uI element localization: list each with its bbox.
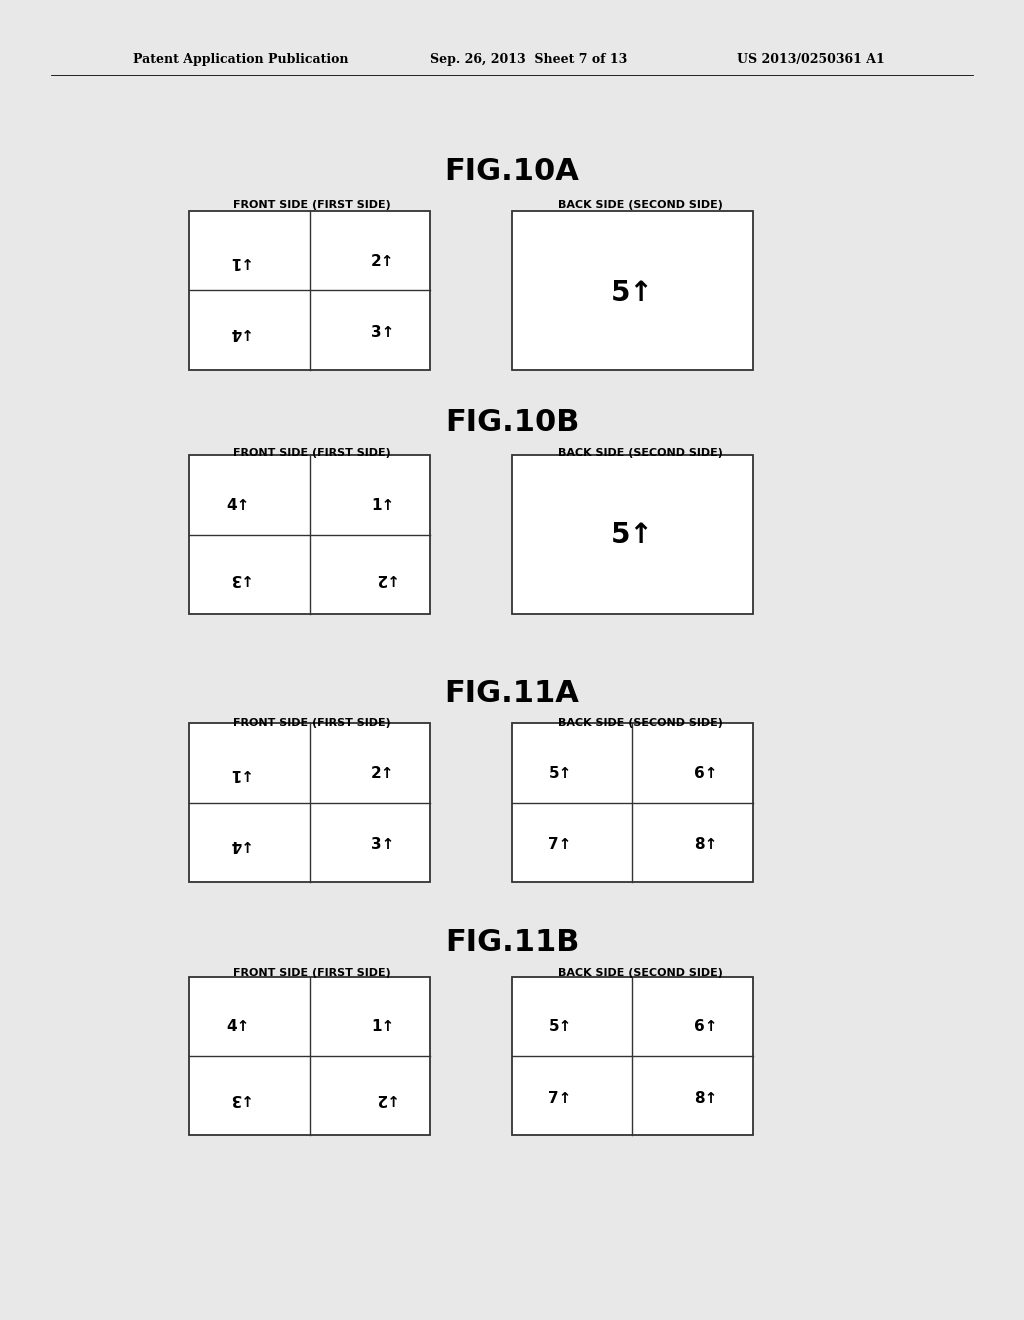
Bar bbox=[512, 211, 753, 370]
Text: BACK SIDE (SECOND SIDE): BACK SIDE (SECOND SIDE) bbox=[557, 968, 723, 978]
Text: 6↑: 6↑ bbox=[694, 1019, 717, 1035]
Text: ↓1: ↓1 bbox=[226, 253, 249, 269]
Text: ↓2: ↓2 bbox=[372, 1090, 394, 1106]
Text: FRONT SIDE (FIRST SIDE): FRONT SIDE (FIRST SIDE) bbox=[233, 199, 391, 210]
Text: 5↑: 5↑ bbox=[549, 766, 571, 781]
Text: FRONT SIDE (FIRST SIDE): FRONT SIDE (FIRST SIDE) bbox=[233, 718, 391, 729]
Text: 7↑: 7↑ bbox=[549, 837, 571, 853]
Bar bbox=[189, 455, 430, 614]
Text: Patent Application Publication: Patent Application Publication bbox=[133, 53, 348, 66]
Text: 1↑: 1↑ bbox=[372, 498, 394, 513]
Text: BACK SIDE (SECOND SIDE): BACK SIDE (SECOND SIDE) bbox=[557, 199, 723, 210]
Text: FRONT SIDE (FIRST SIDE): FRONT SIDE (FIRST SIDE) bbox=[233, 447, 391, 458]
Text: ↓2: ↓2 bbox=[372, 570, 394, 586]
Text: 2↑: 2↑ bbox=[372, 766, 394, 781]
Bar bbox=[189, 211, 430, 370]
Text: US 2013/0250361 A1: US 2013/0250361 A1 bbox=[737, 53, 885, 66]
Text: BACK SIDE (SECOND SIDE): BACK SIDE (SECOND SIDE) bbox=[557, 447, 723, 458]
Text: FRONT SIDE (FIRST SIDE): FRONT SIDE (FIRST SIDE) bbox=[233, 968, 391, 978]
Bar bbox=[512, 723, 753, 882]
Text: 8↑: 8↑ bbox=[694, 837, 717, 853]
Text: FIG.11A: FIG.11A bbox=[444, 678, 580, 708]
Text: FIG.10B: FIG.10B bbox=[444, 408, 580, 437]
Text: 3↑: 3↑ bbox=[372, 325, 394, 341]
Text: ↓4: ↓4 bbox=[226, 837, 249, 853]
Text: ↓4: ↓4 bbox=[226, 325, 249, 341]
Text: 8↑: 8↑ bbox=[694, 1090, 717, 1106]
Bar bbox=[512, 455, 753, 614]
Text: 2↑: 2↑ bbox=[372, 253, 394, 269]
Text: FIG.10A: FIG.10A bbox=[444, 157, 580, 186]
Text: ↓1: ↓1 bbox=[226, 766, 249, 781]
Text: 5↑: 5↑ bbox=[610, 520, 653, 549]
Text: 3↑: 3↑ bbox=[372, 837, 394, 853]
Text: 5↑: 5↑ bbox=[610, 279, 653, 308]
Text: ↓3: ↓3 bbox=[226, 570, 249, 586]
Text: FIG.11B: FIG.11B bbox=[444, 928, 580, 957]
Text: 6↑: 6↑ bbox=[694, 766, 717, 781]
Text: Sep. 26, 2013  Sheet 7 of 13: Sep. 26, 2013 Sheet 7 of 13 bbox=[430, 53, 628, 66]
Text: 7↑: 7↑ bbox=[549, 1090, 571, 1106]
Text: 1↑: 1↑ bbox=[372, 1019, 394, 1035]
Text: BACK SIDE (SECOND SIDE): BACK SIDE (SECOND SIDE) bbox=[557, 718, 723, 729]
Text: 4↑: 4↑ bbox=[226, 498, 249, 513]
Bar bbox=[189, 723, 430, 882]
Bar bbox=[189, 977, 430, 1135]
Bar bbox=[512, 977, 753, 1135]
Text: 5↑: 5↑ bbox=[549, 1019, 571, 1035]
Text: ↓3: ↓3 bbox=[226, 1090, 249, 1106]
Text: 4↑: 4↑ bbox=[226, 1019, 249, 1035]
